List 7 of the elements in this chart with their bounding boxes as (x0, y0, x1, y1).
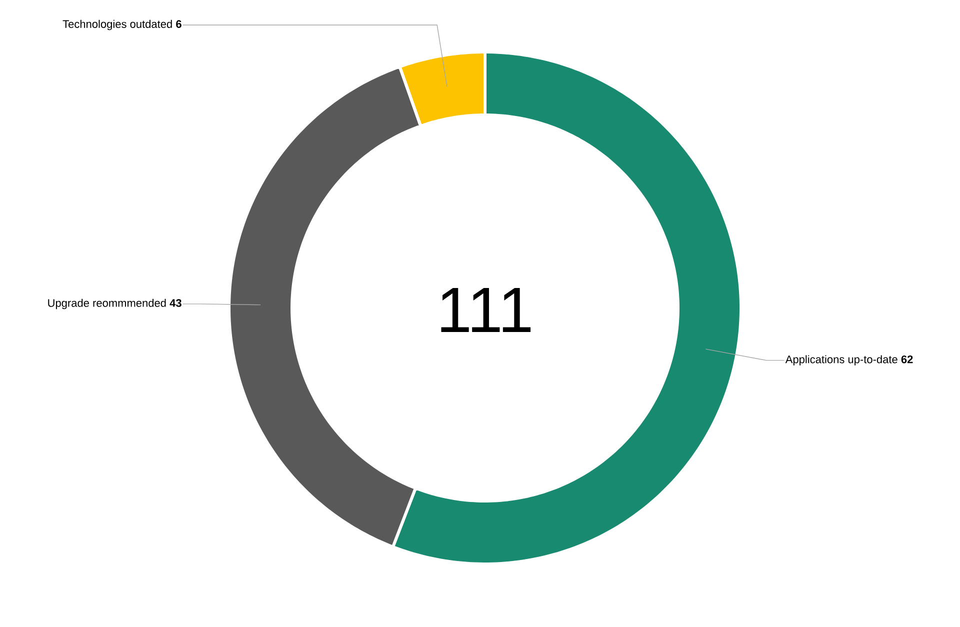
slice-label: Technologies outdated (62, 20, 172, 30)
slice-label: Applications up-to-date (785, 355, 898, 366)
text: 111 (441, 288, 531, 332)
slice-label: Upgrade reommmended (48, 298, 166, 310)
data-label: 43 (170, 299, 182, 307)
data-label: 62 (901, 355, 913, 364)
data-label: 6 (176, 20, 182, 28)
